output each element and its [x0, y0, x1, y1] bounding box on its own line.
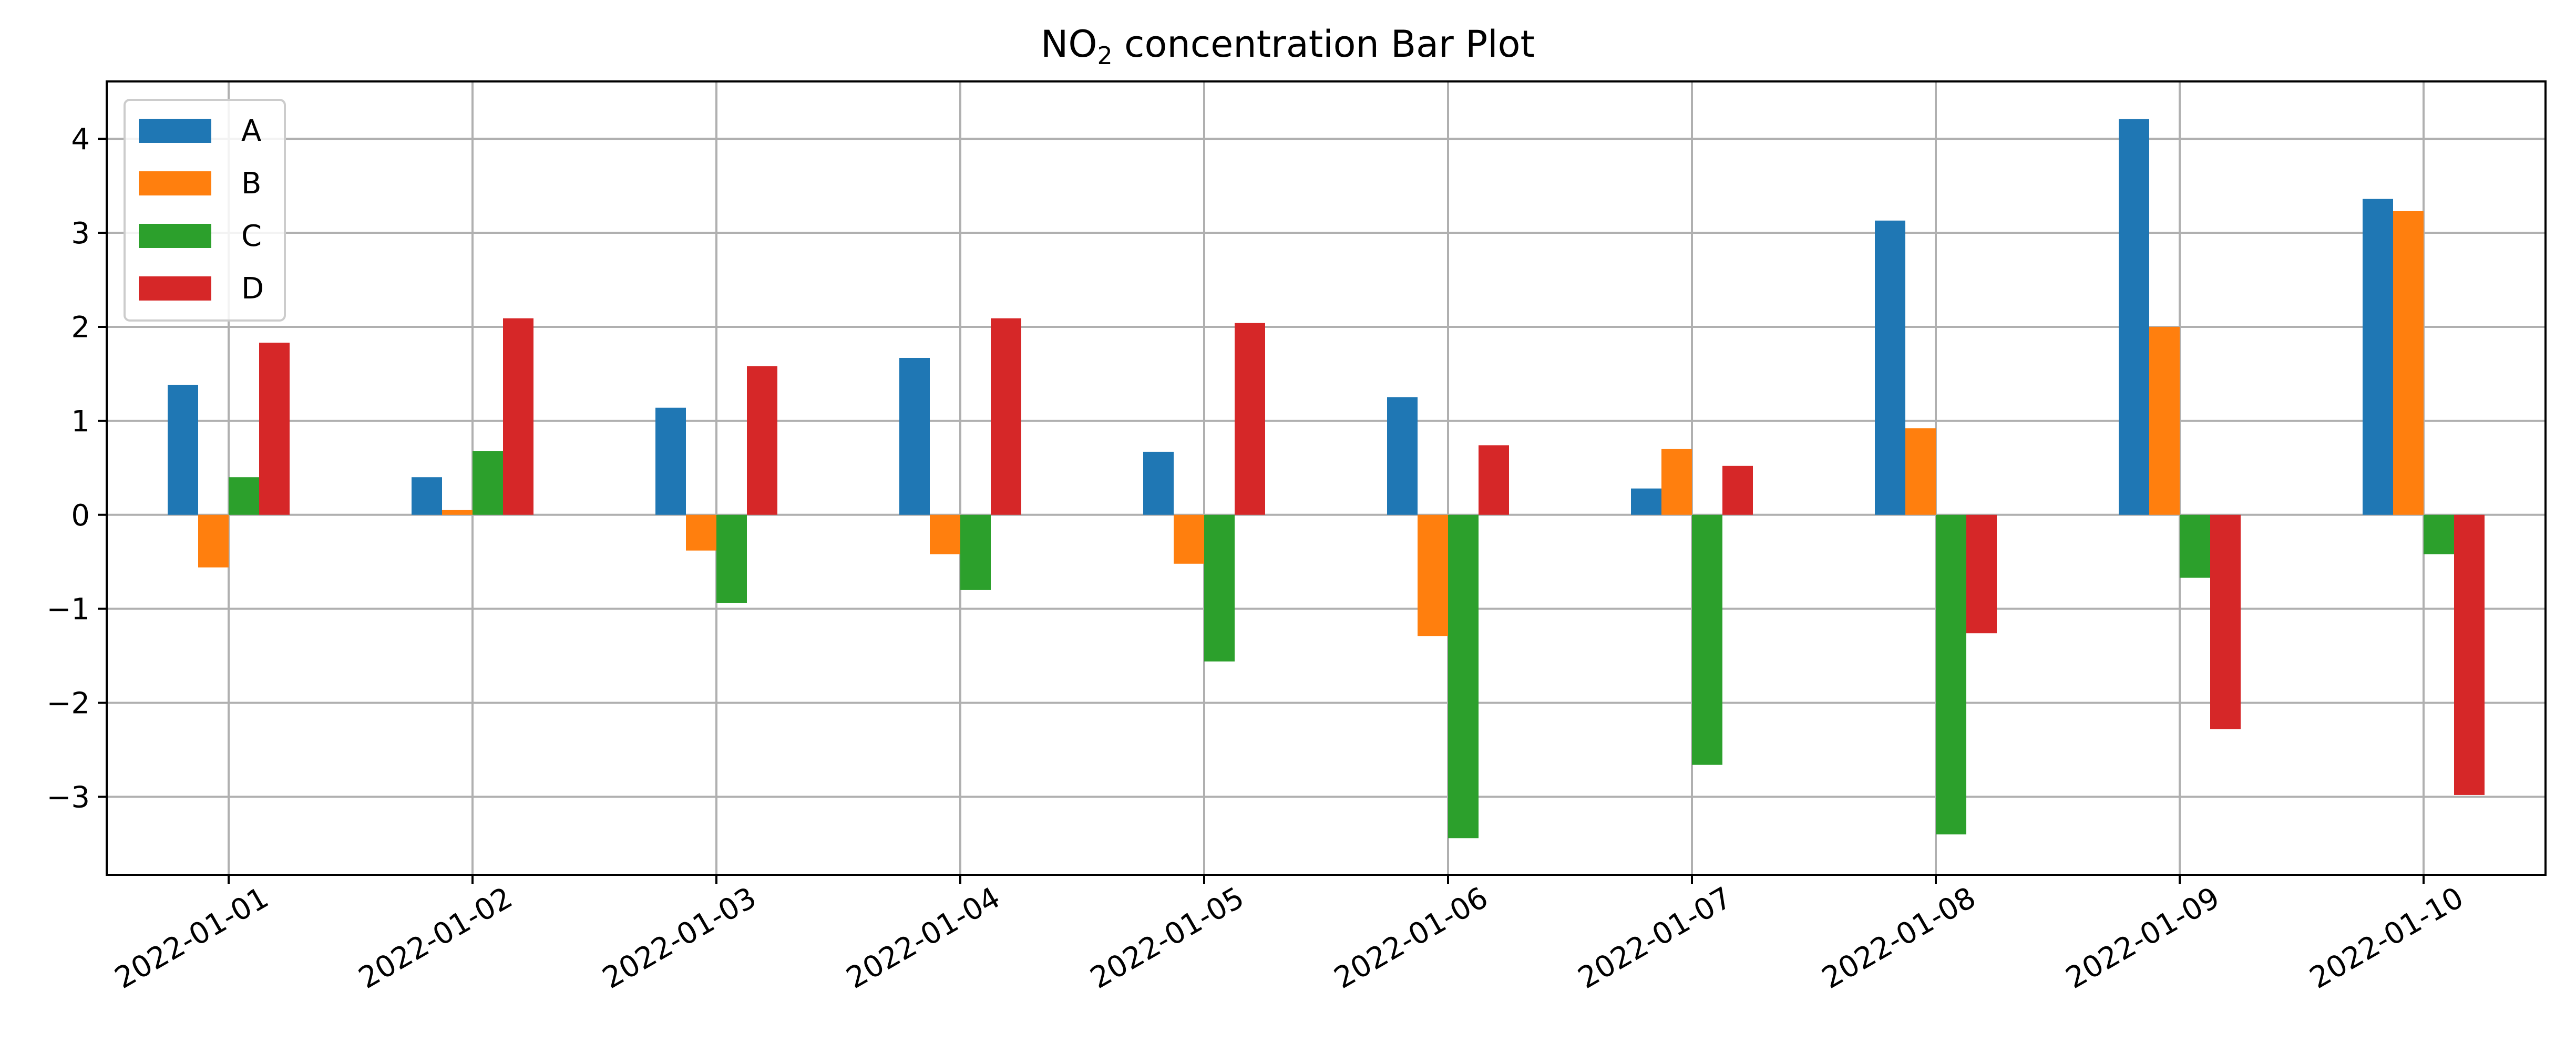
bar-c-2022-01-09	[2180, 514, 2210, 578]
bar-a-2022-01-02	[412, 477, 442, 515]
y-tick-label: −2	[46, 687, 90, 721]
legend-label-a: A	[241, 114, 261, 148]
bar-d-2022-01-01	[259, 343, 290, 515]
bar-a-2022-01-01	[168, 385, 198, 515]
bar-d-2022-01-05	[1235, 323, 1265, 515]
bar-c-2022-01-06	[1448, 514, 1479, 839]
bar-b-2022-01-05	[1174, 514, 1204, 564]
bar-b-2022-01-09	[2149, 326, 2180, 515]
bar-d-2022-01-06	[1479, 445, 1509, 515]
bars	[168, 119, 2485, 839]
bar-b-2022-01-04	[930, 514, 960, 554]
bar-b-2022-01-07	[1661, 449, 1692, 515]
bar-b-2022-01-10	[2393, 211, 2424, 515]
bar-c-2022-01-03	[716, 514, 747, 603]
bar-d-2022-01-07	[1722, 466, 1753, 515]
chart-title-rest: concentration Bar Plot	[1113, 23, 1535, 66]
bar-b-2022-01-03	[686, 514, 716, 551]
chart-title-main: NO	[1041, 23, 1097, 66]
bar-d-2022-01-02	[503, 318, 533, 515]
bar-b-2022-01-01	[198, 514, 229, 567]
axes-frame	[106, 80, 2547, 876]
legend-label-c: C	[241, 219, 262, 253]
bar-c-2022-01-10	[2424, 514, 2454, 554]
y-tick-label: 3	[71, 216, 90, 251]
bar-b-2022-01-06	[1418, 514, 1448, 636]
bar-c-2022-01-02	[473, 451, 503, 515]
legend-box	[124, 99, 286, 322]
bar-b-2022-01-02	[442, 510, 473, 515]
bar-b-2022-01-08	[1905, 428, 1936, 515]
bar-c-2022-01-01	[229, 477, 259, 515]
bar-a-2022-01-06	[1387, 397, 1418, 515]
bar-c-2022-01-05	[1204, 514, 1235, 662]
y-tick-label: 1	[71, 405, 90, 439]
chart-title-subscript: 2	[1097, 42, 1112, 70]
bar-a-2022-01-04	[899, 357, 930, 515]
y-tick-label: 0	[71, 499, 90, 533]
bar-d-2022-01-09	[2210, 514, 2241, 729]
legend-swatch-d	[139, 276, 211, 301]
bar-a-2022-01-09	[2119, 119, 2149, 515]
legend-label-d: D	[241, 272, 264, 306]
bar-a-2022-01-10	[2363, 199, 2393, 515]
legend-swatch-b	[139, 171, 211, 195]
legend-label-b: B	[241, 167, 261, 201]
legend-swatch-a	[139, 119, 211, 143]
y-tick-label: 2	[71, 311, 90, 345]
bar-d-2022-01-08	[1966, 514, 1997, 634]
bar-d-2022-01-04	[991, 318, 1021, 515]
bar-c-2022-01-07	[1692, 514, 1722, 765]
bar-c-2022-01-08	[1936, 514, 1966, 835]
bar-d-2022-01-03	[747, 366, 777, 515]
y-tick-label: −3	[46, 781, 90, 815]
y-tick-label: 4	[71, 122, 90, 157]
bar-a-2022-01-07	[1631, 488, 1661, 515]
chart-title: NO2 concentration Bar Plot	[1041, 23, 1535, 70]
y-tick-label: −1	[46, 593, 90, 627]
bar-c-2022-01-04	[960, 514, 991, 590]
bar-a-2022-01-08	[1875, 220, 1905, 515]
bar-a-2022-01-05	[1143, 451, 1174, 515]
bar-a-2022-01-03	[655, 407, 686, 515]
legend-swatch-c	[139, 224, 211, 248]
bar-d-2022-01-10	[2454, 514, 2485, 795]
